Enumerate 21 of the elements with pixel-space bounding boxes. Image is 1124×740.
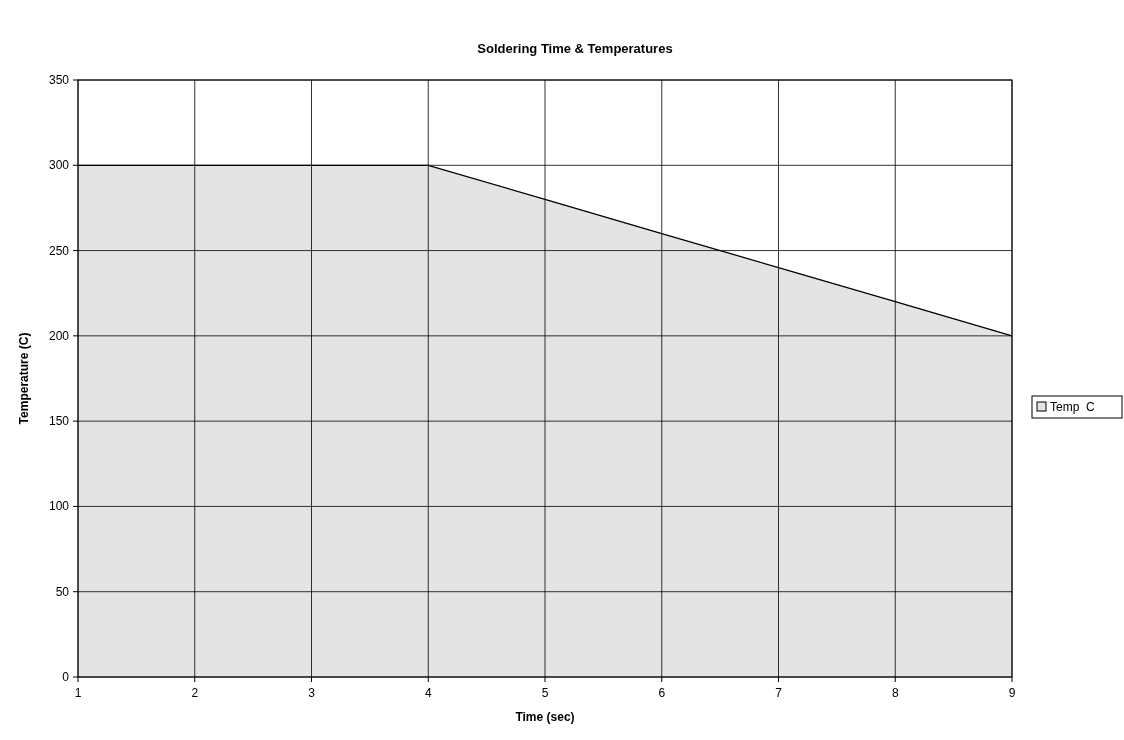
- x-tick-label: 9: [1008, 686, 1016, 700]
- chart-title: Soldering Time & Temperatures: [477, 41, 673, 56]
- y-tick-label: 150: [48, 414, 70, 429]
- y-tick-label: 350: [48, 73, 70, 87]
- x-tick-label: 6: [658, 686, 666, 700]
- x-tick-label: 4: [424, 686, 432, 700]
- y-tick-label: 250: [48, 243, 70, 258]
- x-axis-title: Time (sec): [515, 710, 575, 724]
- x-tick-label: 5: [541, 686, 549, 700]
- y-tick-label: 200: [48, 328, 70, 343]
- x-tick-label: 1: [74, 686, 82, 700]
- y-tick-label: 300: [48, 158, 70, 173]
- y-tick-label: 100: [48, 499, 70, 514]
- x-tick-label: 8: [891, 686, 899, 700]
- y-tick-label: 0: [62, 670, 70, 684]
- legend-label: Temp C: [1050, 400, 1096, 414]
- x-tick-label: 2: [191, 686, 199, 700]
- x-tick-label: 3: [308, 686, 316, 700]
- x-tick-label: 7: [775, 686, 783, 700]
- y-axis-title: Temperature (C): [17, 332, 31, 425]
- y-tick-label: 50: [55, 584, 70, 599]
